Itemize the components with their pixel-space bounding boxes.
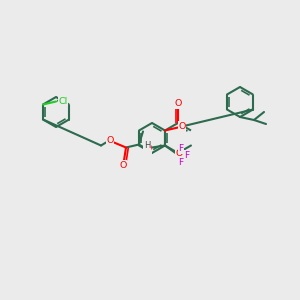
Text: O: O bbox=[174, 100, 182, 109]
Text: F: F bbox=[178, 158, 184, 167]
Text: F: F bbox=[178, 144, 184, 153]
Text: O: O bbox=[144, 144, 152, 153]
Text: H: H bbox=[144, 141, 150, 150]
Text: O: O bbox=[178, 122, 186, 131]
Text: O: O bbox=[175, 149, 183, 158]
Text: Cl: Cl bbox=[58, 97, 68, 106]
Text: O: O bbox=[106, 136, 114, 145]
Text: O: O bbox=[119, 161, 127, 170]
Text: F: F bbox=[184, 151, 190, 160]
